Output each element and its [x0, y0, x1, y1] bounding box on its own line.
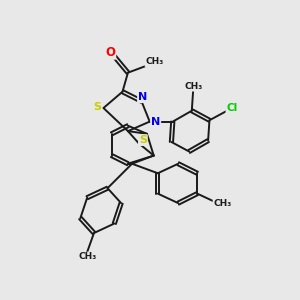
Text: N: N [151, 117, 160, 127]
Text: S: S [94, 103, 101, 112]
Text: S: S [139, 135, 147, 145]
Text: CH₃: CH₃ [78, 252, 96, 261]
Text: CH₃: CH₃ [213, 199, 232, 208]
Text: CH₃: CH₃ [184, 82, 202, 91]
Text: O: O [105, 46, 115, 59]
Text: N: N [138, 92, 147, 102]
Text: CH₃: CH₃ [146, 57, 164, 66]
Text: Cl: Cl [226, 103, 238, 113]
